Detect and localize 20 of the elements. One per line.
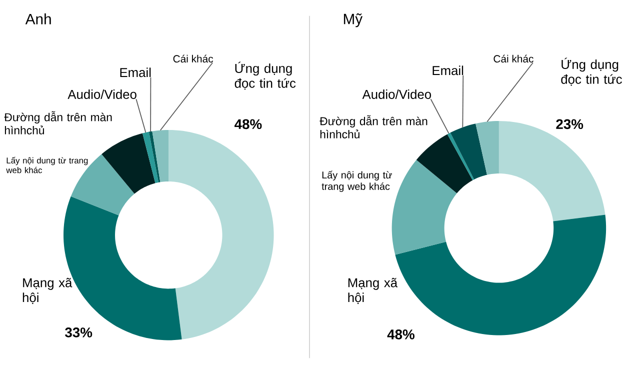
slice-label: Đường dẫn trên màn hìnhchủ: [4, 111, 112, 134]
slice-label: Mạng xã hội: [22, 278, 72, 304]
slice-label: Đường dẫn trên màn hìnhchủ: [320, 115, 428, 138]
data-label: 33%: [64, 328, 92, 338]
data-label: 48%: [234, 119, 262, 130]
slice-label: Ứng dụng đọc tin tức: [561, 58, 622, 86]
slice-label: Ứng dụng đọc tin tức: [234, 62, 296, 90]
chart-title: Mỹ: [344, 13, 363, 28]
chart-title: Anh: [25, 13, 51, 24]
slice-label: Email: [120, 68, 151, 78]
slice-label: Audio/Video: [68, 89, 136, 99]
slice-label: Email: [432, 66, 464, 76]
slice-label: Audio/Video: [362, 89, 432, 99]
slice-label: Lấy nội dung từ trang web khác: [6, 156, 88, 174]
data-label: 48%: [387, 330, 414, 340]
data-label: 23%: [556, 119, 584, 130]
slice-label: Mạng xã hội: [348, 278, 398, 304]
slice-label: Cái khác: [494, 54, 534, 63]
slice-label: Lấy nội dung từ trang web khác: [322, 170, 392, 192]
slice-label: Cái khác: [173, 54, 214, 63]
